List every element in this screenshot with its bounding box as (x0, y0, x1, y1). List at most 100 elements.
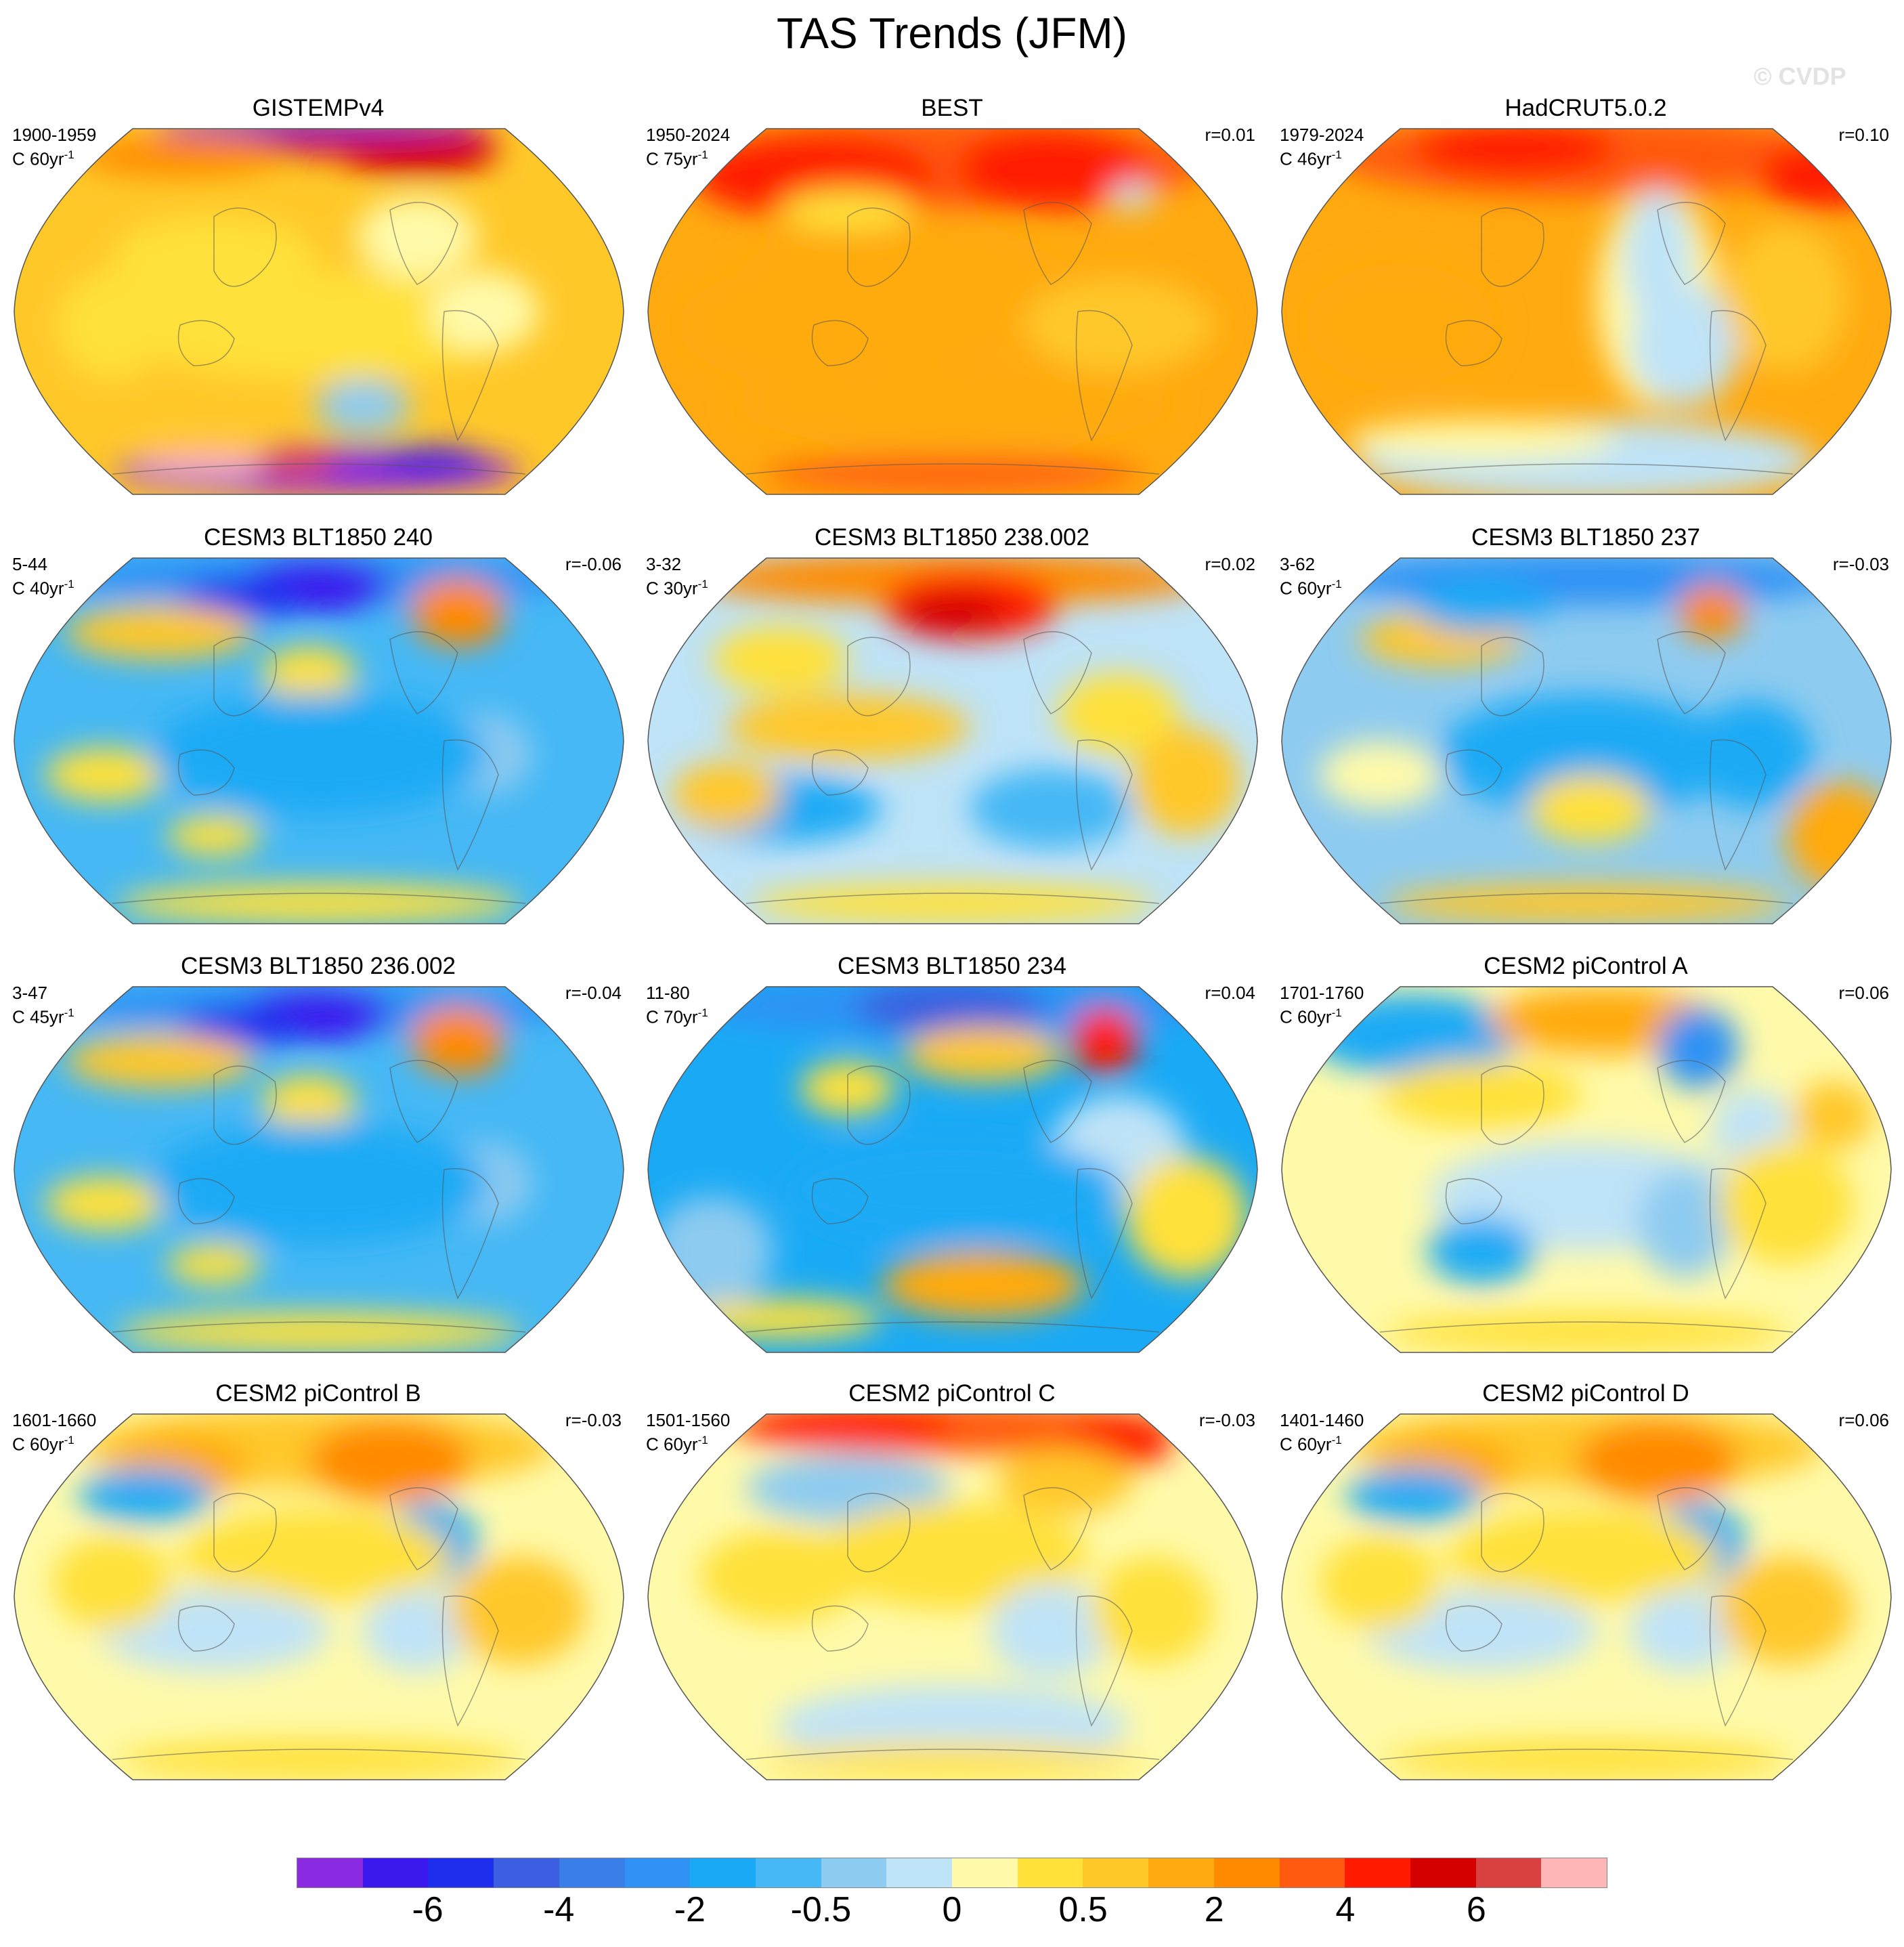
colorbar-labels: -6 -4 -2 -0.5 0 0.5 2 4 6 (297, 1889, 1607, 1930)
map-panel: CESM3 BLT1850 236.002 3-47 C 45yr-1 r=-0.0… (0, 953, 636, 1373)
robinson-map (647, 128, 1258, 495)
panel-title: CESM3 BLT1850 234 (838, 953, 1066, 979)
robinson-map (14, 128, 624, 495)
map-panel: CESM2 piControl B 1601-1660 C 60yr-1 r=-0.… (0, 1380, 636, 1800)
colorbar-swatch (952, 1858, 1018, 1887)
panel-units: C 60yr-1 (12, 148, 74, 169)
panel-correlation: r=0.04 (1205, 983, 1255, 1003)
panel-units: C 40yr-1 (12, 578, 74, 599)
colorbar-swatch (1213, 1858, 1280, 1887)
colorbar-swatch (821, 1858, 887, 1887)
colorbar-label: -2 (674, 1890, 706, 1929)
robinson-map (14, 1413, 624, 1780)
panel-correlation: r=-0.03 (1198, 1410, 1255, 1430)
robinson-map (1281, 128, 1892, 495)
colorbar-label: -0.5 (790, 1890, 852, 1929)
robinson-map (647, 1413, 1258, 1780)
colorbar-swatch (624, 1858, 691, 1887)
colorbar-swatch (362, 1858, 429, 1887)
panel-correlation: r=0.10 (1838, 125, 1889, 145)
colorbar-swatch (1345, 1858, 1410, 1887)
panel-units: C 30yr-1 (646, 578, 708, 599)
panel-title: CESM2 piControl A (1484, 953, 1688, 979)
panel-units: C 60yr-1 (1280, 1006, 1342, 1027)
figure-title: TAS Trends (JFM) (777, 9, 1127, 58)
colorbar-label: 2 (1204, 1890, 1224, 1929)
colorbar (297, 1858, 1607, 1888)
panel-units: C 70yr-1 (646, 1006, 708, 1027)
panel-title: CESM3 BLT1850 238.002 (814, 524, 1089, 551)
map-panel: CESM3 BLT1850 240 5-44 C 40yr-1 r=-0.06 (0, 524, 636, 944)
panel-units: C 60yr-1 (1280, 578, 1342, 599)
colorbar-swatch (755, 1858, 821, 1887)
panel-correlation: r=-0.03 (1832, 554, 1889, 574)
map-panel: CESM2 piControl C 1501-1560 C 60yr-1 r=-0.… (634, 1380, 1270, 1800)
panel-units: C 46yr-1 (1280, 148, 1342, 169)
colorbar-swatch (559, 1858, 625, 1887)
colorbar-swatch (1279, 1858, 1345, 1887)
colorbar-label: -4 (543, 1890, 575, 1929)
panel-units: C 75yr-1 (646, 148, 708, 169)
colorbar-swatch (1410, 1858, 1476, 1887)
colorbar-swatch (297, 1858, 363, 1887)
map-panel: GISTEMPv4 1900-1959 C 60yr-1 (0, 95, 636, 515)
colorbar-swatch (1017, 1858, 1083, 1887)
map-panel: BEST 1950-2024 C 75yr-1 r=0.01 (634, 95, 1270, 515)
panel-title: CESM3 BLT1850 240 (204, 524, 433, 551)
panel-period: 1501-1560 (646, 1410, 731, 1430)
watermark: © CVDP (1754, 62, 1846, 90)
map-panel: HadCRUT5.0.2 1979-2024 C 46yr-1 r=0.10 (1268, 95, 1904, 515)
robinson-map (1281, 1413, 1892, 1780)
map-panel: CESM3 BLT1850 238.002 3-32 C 30yr-1 r=0.02 (634, 524, 1270, 944)
panel-correlation: r=-0.04 (565, 983, 622, 1003)
panel-units: C 45yr-1 (12, 1006, 74, 1027)
panel-period: 1601-1660 (12, 1410, 97, 1430)
robinson-map (647, 986, 1258, 1353)
panel-period: 1701-1760 (1280, 983, 1364, 1003)
colorbar-label: 0 (942, 1890, 962, 1929)
colorbar-label: -6 (412, 1890, 443, 1929)
panel-period: 3-47 (12, 983, 48, 1003)
robinson-map (647, 557, 1258, 924)
robinson-map (1281, 557, 1892, 924)
panel-period: 11-80 (646, 983, 690, 1003)
colorbar-swatch (886, 1858, 953, 1887)
panel-title: CESM3 BLT1850 236.002 (180, 953, 456, 979)
panel-units: C 60yr-1 (12, 1434, 74, 1455)
robinson-map (14, 986, 624, 1353)
colorbar-label: 0.5 (1058, 1890, 1108, 1929)
colorbar-swatch (428, 1858, 494, 1887)
panel-title: GISTEMPv4 (252, 95, 385, 121)
panel-title: CESM3 BLT1850 237 (1471, 524, 1700, 551)
panel-correlation: r=-0.03 (565, 1410, 622, 1430)
panel-period: 1979-2024 (1280, 125, 1364, 145)
robinson-map (14, 557, 624, 924)
colorbar-label: 4 (1335, 1890, 1356, 1929)
colorbar-swatch (1083, 1858, 1149, 1887)
panel-period: 1950-2024 (646, 125, 731, 145)
panel-period: 1401-1460 (1280, 1410, 1364, 1430)
panel-correlation: r=-0.06 (565, 554, 622, 574)
colorbar-swatch (1541, 1858, 1607, 1887)
panel-correlation: r=0.02 (1205, 554, 1255, 574)
panel-title: CESM2 piControl D (1482, 1380, 1689, 1407)
map-panel: CESM3 BLT1850 237 3-62 C 60yr-1 r=-0.03 (1268, 524, 1904, 944)
colorbar-swatch (494, 1858, 559, 1887)
panel-correlation: r=0.01 (1205, 125, 1255, 145)
map-panel: CESM2 piControl A 1701-1760 C 60yr-1 r=0.0… (1268, 953, 1904, 1373)
panel-units: C 60yr-1 (1280, 1434, 1342, 1455)
panel-title: BEST (921, 95, 983, 121)
panel-period: 1900-1959 (12, 125, 97, 145)
panel-correlation: r=0.06 (1838, 983, 1889, 1003)
panel-title: HadCRUT5.0.2 (1505, 95, 1667, 121)
panel-period: 3-32 (646, 554, 682, 574)
colorbar-swatch (1475, 1858, 1542, 1887)
panel-title: CESM2 piControl C (848, 1380, 1056, 1407)
map-panel: CESM3 BLT1850 234 11-80 C 70yr-1 r=0.04 (634, 953, 1270, 1373)
panel-correlation: r=0.06 (1838, 1410, 1889, 1430)
panel-period: 3-62 (1280, 554, 1316, 574)
panel-title: CESM2 piControl B (215, 1380, 421, 1407)
panel-units: C 60yr-1 (646, 1434, 708, 1455)
robinson-map (1281, 986, 1892, 1353)
colorbar-swatch (1148, 1858, 1214, 1887)
